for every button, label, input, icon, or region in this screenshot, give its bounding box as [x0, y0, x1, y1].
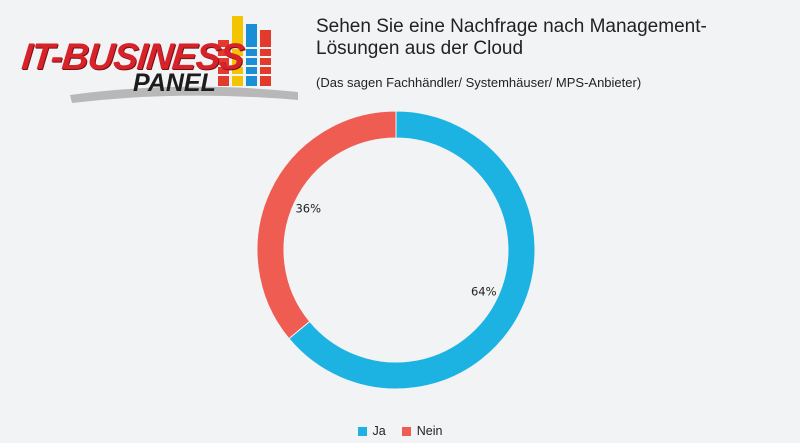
legend-label: Ja — [372, 424, 386, 438]
legend-swatch — [401, 426, 411, 436]
legend-item-nein: Nein — [401, 424, 443, 438]
donut-slice-ja — [288, 110, 536, 390]
chart-legend: Ja Nein — [0, 424, 800, 438]
logo-bar — [232, 16, 243, 86]
donut-slice-nein — [256, 110, 397, 340]
logo-bar — [246, 24, 257, 86]
logo-bar — [218, 40, 229, 86]
logo-graphic — [70, 16, 298, 103]
chart-subtitle: (Das sagen Fachhändler/ Systemhäuser/ MP… — [316, 75, 642, 90]
chart-header: Sehen Sie eine Nachfrage nach Management… — [316, 16, 736, 90]
legend-swatch — [357, 426, 367, 436]
logo-text-panel: PANEL — [133, 69, 216, 97]
legend-label: Nein — [416, 424, 443, 438]
chart-title: Sehen Sie eine Nachfrage nach Management… — [316, 16, 707, 59]
slice-label-nein: 36% — [295, 202, 321, 216]
legend-item-ja: Ja — [357, 424, 386, 438]
logo-swoosh — [70, 86, 298, 103]
slice-label-ja: 64% — [471, 284, 497, 298]
logo-bar-gaps — [216, 47, 274, 76]
it-business-panel-logo: IT-BUSINESS PANEL — [0, 0, 300, 110]
